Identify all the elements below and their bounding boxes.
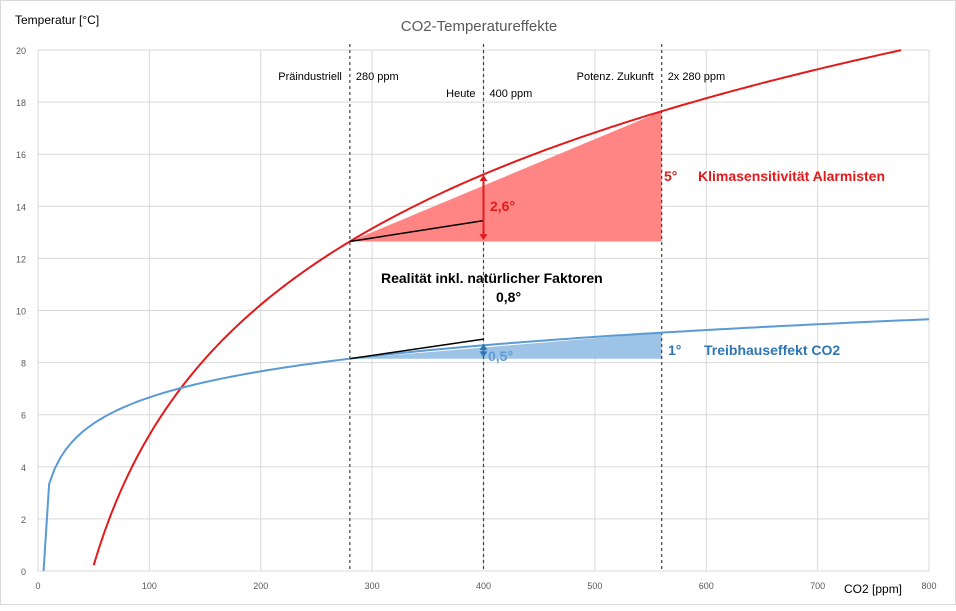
y-axis-label: Temperatur [°C] (15, 13, 99, 27)
y-tick-label: 10 (16, 307, 26, 317)
series-line-blue (42, 318, 930, 572)
y-tick-label: 8 (21, 359, 26, 369)
red-arrow-head-down (479, 234, 488, 241)
series-line-red (92, 49, 902, 566)
annotation-blue-series: Treibhauseffekt CO2 (704, 342, 840, 358)
reality-line (349, 219, 484, 243)
vertical-line-left-label: Potenz. Zukunft (577, 71, 654, 83)
y-tick-label: 14 (16, 202, 26, 212)
x-tick-label: 600 (699, 581, 714, 591)
x-tick-label: 0 (35, 581, 40, 591)
x-tick-label: 400 (476, 581, 491, 591)
vertical-line-right-label: 2x 280 ppm (668, 71, 725, 83)
y-tick-label: 12 (16, 254, 26, 264)
x-tick-label: 200 (253, 581, 268, 591)
x-tick-label: 100 (142, 581, 157, 591)
vertical-lines: Präindustriell 280 ppm Heute 400 ppm Potenz.… (278, 44, 725, 571)
vertical-line-right-label: 400 ppm (490, 88, 533, 100)
annotation-red-delta: 5° (664, 168, 677, 184)
blue-area (349, 332, 662, 359)
x-axis-label: CO2 [ppm] (844, 582, 902, 596)
annotation-blue-delta: 1° (668, 342, 681, 358)
x-tick-label: 500 (587, 581, 602, 591)
y-tick-label: 0 (21, 567, 26, 577)
x-tick-label: 300 (365, 581, 380, 591)
vertical-line-left-label: Heute (446, 88, 475, 100)
y-tick-label: 4 (21, 463, 26, 473)
annotation-reality-value: 0,8° (496, 289, 521, 305)
chart-title: CO2-Temperatureffekte (401, 18, 557, 35)
blue-arrow-head-up (479, 343, 488, 350)
x-tick-label: 800 (921, 581, 936, 591)
x-tick-label: 700 (810, 581, 825, 591)
red-arrow-head-up (479, 175, 488, 182)
fills (349, 111, 662, 359)
annotation-reality: Realität inkl. natürlicher Faktoren (381, 270, 603, 286)
reality-line (349, 338, 484, 360)
y-tick-label: 18 (16, 98, 26, 108)
vertical-line-left-label: Präindustriell (278, 71, 342, 83)
red-area (349, 111, 662, 242)
annotation-blue-today: 0,5° (488, 348, 513, 364)
y-tick-label: 6 (21, 411, 26, 421)
y-tick-label: 16 (16, 150, 26, 160)
annotation-red-today: 2,6° (490, 198, 515, 214)
annotation-red-series: Klimasensitivität Alarmisten (698, 168, 885, 184)
blue-arrow-head-down (479, 351, 488, 358)
y-tick-label: 20 (16, 46, 26, 56)
y-tick-label: 2 (21, 515, 26, 525)
curves (42, 49, 930, 572)
vertical-line-right-label: 280 ppm (356, 71, 399, 83)
